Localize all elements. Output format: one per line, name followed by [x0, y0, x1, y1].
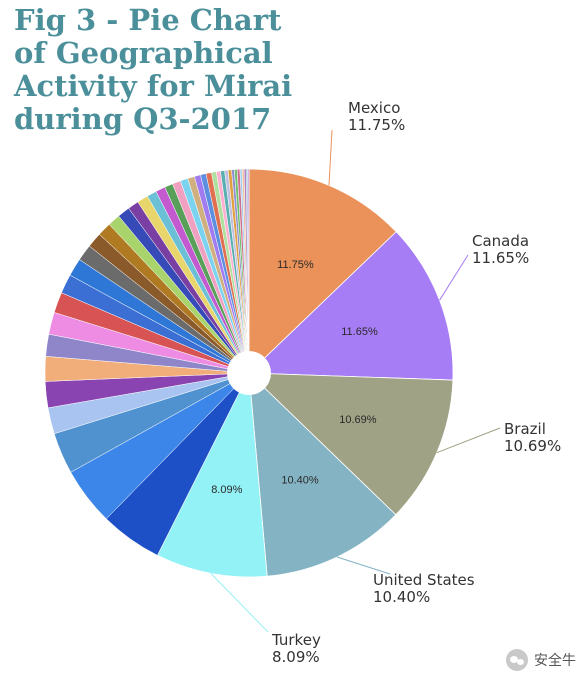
callout-leader-line	[210, 573, 269, 633]
inner-value-label: 10.69%	[339, 414, 377, 426]
pie-slice	[247, 168, 250, 374]
callout-value-label: 10.40%	[373, 588, 430, 606]
inner-value-label: 11.65%	[341, 326, 378, 338]
chart-title-line: of Geographical	[14, 36, 273, 70]
callout-value-label: 11.65%	[472, 249, 529, 267]
callout-country-label: Turkey	[271, 631, 321, 649]
callout-country-label: Brazil	[504, 420, 546, 438]
callout-country-label: Canada	[472, 232, 529, 250]
callout-country-label: Mexico	[348, 99, 400, 117]
chart-title-line: Fig 3 - Pie Chart	[14, 3, 282, 37]
callout-value-label: 10.69%	[504, 437, 561, 455]
pie-slice-united-states	[248, 371, 397, 577]
callout-leader-line	[439, 254, 469, 301]
watermark-text: 安全牛	[534, 653, 576, 669]
wechat-icon	[506, 649, 528, 671]
callout-country-label: United States	[373, 571, 475, 589]
callout-leader-line	[436, 427, 501, 454]
inner-value-label: 10.40%	[281, 475, 319, 487]
chart-title: Fig 3 - Pie Chart of Geographical Activi…	[14, 4, 304, 136]
pie-slice-brazil	[247, 372, 454, 516]
pie-slice-mexico	[248, 168, 397, 374]
pie-center-hole	[227, 351, 271, 395]
pie-slice-canada	[248, 231, 454, 381]
watermark: 安全牛	[506, 649, 576, 671]
chart-title-line: Activity for Mirai	[14, 69, 293, 103]
callout-leader-line	[336, 556, 391, 575]
callout-value-label: 11.75%	[348, 116, 405, 134]
inner-labels: 11.75% 11.65% 10.69% 10.40% 8.09%	[211, 259, 378, 496]
inner-value-label: 8.09%	[211, 484, 242, 496]
callout-value-label: 8.09%	[272, 648, 320, 666]
callouts: Mexico11.75%Canada11.65%Brazil10.69%Unit…	[210, 99, 561, 666]
pie-slices	[44, 168, 454, 578]
chart-title-line: during Q3-2017	[14, 102, 272, 136]
callout-leader-line	[328, 129, 333, 186]
inner-value-label: 11.75%	[277, 259, 314, 271]
